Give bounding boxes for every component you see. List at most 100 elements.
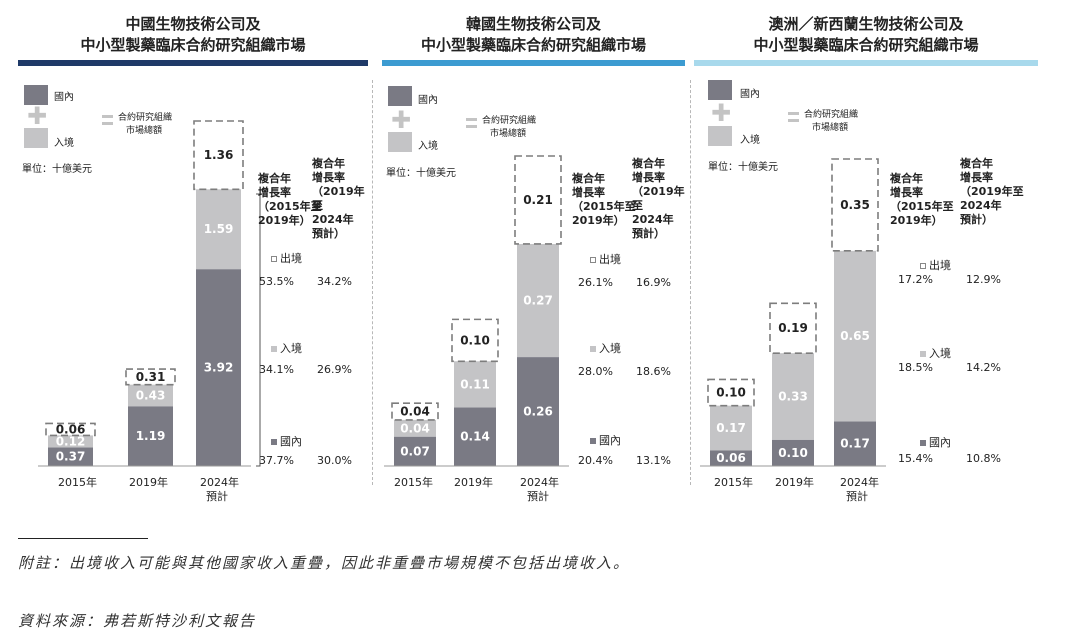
- growth-inbound-1924: 26.9%: [317, 363, 352, 376]
- bar-label-outbound: 0.04: [400, 405, 430, 419]
- title-line-1: 中國生物技術公司及: [125, 15, 261, 33]
- bar-domestic: [48, 447, 93, 466]
- panel-divider: [690, 80, 691, 485]
- x-label-forecast: 預計: [527, 490, 549, 503]
- plus-icon: ✚: [27, 102, 48, 130]
- x-label-2024: 2024年: [200, 476, 239, 489]
- bar-label-domestic: 0.26: [523, 405, 553, 419]
- bar-chart-china: 0.37 0.120.06 1.19 0.43 0.31 3.92 1.59 1.36: [38, 120, 261, 467]
- cat-inbound: 入境: [920, 345, 951, 361]
- bar-domestic: [710, 450, 752, 466]
- growth-header-1924: 複合年 增長率 （2019年至 2024年 預計）: [312, 157, 365, 240]
- legend-inbound-swatch: [24, 128, 48, 148]
- x-label-2019: 2019年: [775, 476, 814, 489]
- legend-total-label-2: 市場總額: [812, 123, 849, 133]
- x-label-2024: 2024年: [520, 476, 559, 489]
- bar-label-outbound: 0.19: [778, 321, 808, 335]
- bar-label-domestic: 0.17: [840, 437, 870, 451]
- outbound-marker-icon: [271, 256, 277, 262]
- title-line-2: 中小型製藥臨床合約研究組織市場: [753, 36, 979, 54]
- bar-label-inbound: 0.65: [840, 329, 870, 343]
- legend-total-label-2: 市場總額: [126, 126, 163, 136]
- legend-inbound-swatch: [708, 126, 732, 146]
- panel-title: 中國生物技術公司及 中小型製藥臨床合約研究組織市場: [18, 14, 368, 56]
- footnote-rule: [18, 538, 148, 539]
- bar-inbound: [454, 361, 496, 408]
- bar-label-outbound: 0.10: [716, 386, 746, 400]
- growth-inbound-1519: 18.5%: [898, 361, 933, 374]
- footnote: 附註：出境收入可能與其他國家收入重疊，因此非重疊市場規模不包括出境收入。: [18, 554, 631, 572]
- growth-header-1519: 複合年 增長率 （2015年至 2019年）: [258, 172, 322, 227]
- x-label-2015: 2015年: [714, 476, 753, 489]
- bar-outbound: [125, 368, 176, 386]
- bar-label-inbound: 0.11: [460, 377, 490, 391]
- title-underline-bar: [18, 60, 368, 66]
- inbound-marker-icon: [920, 351, 926, 357]
- bar-inbound: [710, 405, 752, 451]
- cat-outbound: 出境: [590, 251, 621, 267]
- bar-outbound: [45, 422, 96, 437]
- bar-chart-korea: 0.07 0.04 0.04 0.14 0.11 0.10 0.26 0.27 0.21: [384, 155, 569, 467]
- legend-inbound-label: 入境: [54, 138, 74, 149]
- cat-outbound: 出境: [920, 257, 951, 273]
- legend-domestic-swatch: [388, 86, 412, 106]
- x-label-2015: 2015年: [394, 476, 433, 489]
- growth-domestic-1519: 15.4%: [898, 452, 933, 465]
- bar-label-outbound: 0.10: [460, 333, 490, 347]
- bar-label-inbound: 0.27: [523, 294, 553, 308]
- legend-domestic-label: 國內: [418, 95, 438, 106]
- title-line-1: 韓國生物技術公司及: [465, 15, 601, 33]
- legend-total-dash: [788, 119, 799, 122]
- bar-domestic: [128, 406, 173, 466]
- legend-inbound-swatch: [388, 132, 412, 152]
- bar-label-outbound: 0.21: [523, 193, 553, 207]
- bar-domestic: [454, 407, 496, 466]
- legend-total-label-2: 市場總額: [490, 129, 527, 139]
- growth-outbound-1924: 16.9%: [636, 276, 671, 289]
- bar-outbound: [193, 120, 244, 191]
- bar-label-outbound: 0.06: [56, 422, 86, 436]
- bar-label-outbound: 1.36: [204, 148, 234, 162]
- bar-outbound: [451, 318, 499, 363]
- bar-inbound: [517, 243, 559, 358]
- title-underline-bar: [694, 60, 1038, 66]
- legend-domestic-swatch: [24, 85, 48, 105]
- title-line-2: 中小型製藥臨床合約研究組織市場: [420, 36, 646, 54]
- growth-outbound-1519: 53.5%: [259, 275, 294, 288]
- legend-total-label: 合約研究組織: [118, 113, 173, 123]
- bar-label-inbound: 0.43: [136, 388, 166, 402]
- panel-australia: 澳洲／新西蘭生物技術公司及 中小型製藥臨床合約研究組織市場 國內 ✚ 入境 合約…: [694, 0, 1038, 510]
- growth-outbound-1519: 26.1%: [578, 276, 613, 289]
- x-label-forecast: 預計: [846, 490, 868, 503]
- legend-inbound-label: 入境: [418, 141, 438, 152]
- domestic-marker-icon: [271, 439, 277, 445]
- cat-outbound: 出境: [271, 250, 302, 266]
- bar-outbound: [514, 155, 562, 245]
- x-label-2019: 2019年: [129, 476, 168, 489]
- legend-inbound-label: 入境: [740, 135, 760, 146]
- bar-inbound: [48, 435, 93, 448]
- growth-outbound-1519: 17.2%: [898, 273, 933, 286]
- legend-total-dash: [102, 115, 113, 118]
- plus-icon: ✚: [391, 106, 412, 134]
- cat-domestic: 國內: [271, 433, 302, 449]
- legend-total-dash: [466, 118, 477, 121]
- bar-domestic: [394, 436, 436, 466]
- inbound-marker-icon: [590, 346, 596, 352]
- x-label-2024: 2024年: [840, 476, 879, 489]
- x-label-2015: 2015年: [58, 476, 97, 489]
- growth-domestic-1924: 30.0%: [317, 454, 352, 467]
- panel-title: 韓國生物技術公司及 中小型製藥臨床合約研究組織市場: [382, 14, 685, 56]
- growth-outbound-1924: 12.9%: [966, 273, 1001, 286]
- bar-domestic: [834, 421, 876, 466]
- growth-domestic-1519: 37.7%: [259, 454, 294, 467]
- panel-title: 澳洲／新西蘭生物技術公司及 中小型製藥臨床合約研究組織市場: [694, 14, 1038, 56]
- bar-label-outbound: 0.31: [136, 370, 166, 384]
- bar-chart-australia: 0.06 0.17 0.10 0.10 0.33 0.19 0.17 0.65 0.35: [700, 158, 886, 467]
- panel-china: 中國生物技術公司及 中小型製藥臨床合約研究組織市場 國內 ✚ 入境 合約研究組織…: [18, 0, 368, 510]
- outbound-marker-icon: [590, 257, 596, 263]
- legend-domestic-label: 國內: [740, 89, 760, 100]
- panel-korea: 韓國生物技術公司及 中小型製藥臨床合約研究組織市場 國內 ✚ 入境 合約研究組織…: [382, 0, 685, 510]
- growth-header-1519: 複合年 增長率 （2015年至 2019年）: [572, 172, 636, 227]
- bar-outbound: [831, 158, 879, 252]
